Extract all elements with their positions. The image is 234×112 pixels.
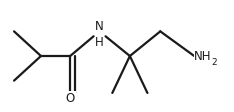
- Text: NH: NH: [194, 50, 212, 62]
- Text: 2: 2: [211, 58, 217, 67]
- Text: N: N: [95, 20, 104, 33]
- Text: O: O: [66, 92, 75, 105]
- Text: H: H: [95, 36, 104, 49]
